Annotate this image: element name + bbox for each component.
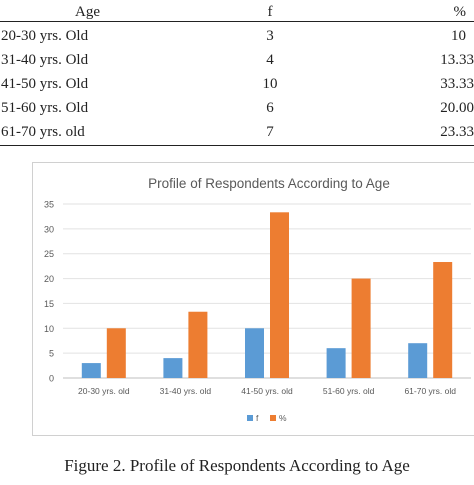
age-cell: 61-70 yrs. old [1,124,85,140]
bar-f [245,328,264,378]
percent-cell: 13.33 [440,52,474,68]
bar-chart: Profile of Respondents According to Age 0… [44,176,471,423]
x-tick-label: 61-70 yrs. old [404,386,456,396]
percent-cell: 10 [451,28,466,44]
legend-label: f [256,413,259,423]
table-row: 51-60 yrs. Old 6 20.00 [0,96,474,120]
bar-f [408,343,428,378]
table-row: 41-50 yrs. Old 10 33.33 [0,72,474,96]
legend-swatch [270,415,276,421]
header-rule [0,21,474,22]
bar-f [163,358,183,378]
header-percent: % [453,4,467,20]
bottom-rule [0,145,474,146]
bar-f [326,348,346,378]
y-tick-label: 30 [44,224,54,234]
y-tick-label: 10 [44,324,54,334]
age-cell: 51-60 yrs. Old [1,100,89,116]
bar-percent [188,311,208,378]
y-tick-label: 0 [49,374,54,384]
x-tick-label: 41-50 yrs. old [241,386,293,396]
chart-frame: Profile of Respondents According to Age 0… [32,162,474,436]
y-tick-label: 20 [44,274,54,284]
legend-swatch [247,415,253,421]
x-tick-label: 51-60 yrs. old [323,386,375,396]
f-cell: 7 [266,124,274,140]
bar-percent [270,212,289,378]
y-tick-label: 35 [44,200,54,210]
f-cell: 3 [266,28,274,44]
header-age: Age [75,4,100,20]
table-row: 61-70 yrs. old 7 23.33 [0,120,474,144]
bar-percent [433,262,453,378]
y-tick-label: 15 [44,299,54,309]
y-tick-label: 5 [49,349,54,359]
legend-label: % [279,413,287,423]
percent-cell: 20.00 [440,100,474,116]
percent-cell: 23.33 [440,124,474,140]
header-f: f [267,4,273,20]
age-cell: 20-30 yrs. Old [1,28,89,44]
percent-cell: 33.33 [440,76,474,92]
bar-percent [106,328,126,378]
table-row: 20-30 yrs. Old 3 10 [0,24,474,48]
age-cell: 41-50 yrs. Old [1,76,89,92]
f-cell: 4 [266,52,274,68]
table-row: 31-40 yrs. Old 4 13.33 [0,48,474,72]
bar-percent [351,278,371,378]
x-tick-label: 31-40 yrs. old [160,386,212,396]
y-tick-label: 25 [44,249,54,259]
f-cell: 6 [266,100,274,116]
table-header-row: Age f % [0,0,474,24]
x-tick-label: 20-30 yrs. old [78,386,130,396]
chart-title: Profile of Respondents According to Age [148,176,390,191]
figure-caption: Figure 2. Profile of Respondents Accordi… [64,456,410,475]
bar-f [81,363,101,378]
age-cell: 31-40 yrs. Old [1,52,89,68]
f-cell: 10 [262,76,278,92]
